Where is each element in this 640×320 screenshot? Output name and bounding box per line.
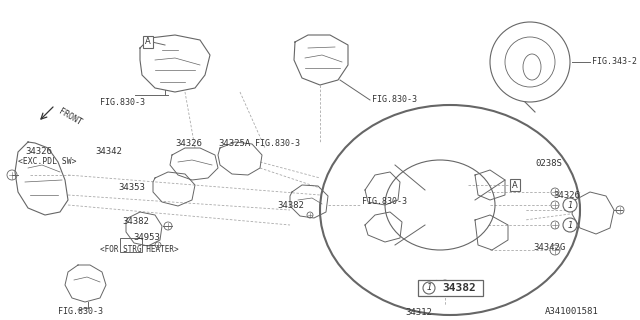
Text: 34326: 34326 [175, 139, 202, 148]
Text: 34342G: 34342G [533, 243, 565, 252]
Text: FIG.830-3: FIG.830-3 [100, 98, 145, 107]
Text: A: A [145, 37, 151, 46]
Circle shape [563, 218, 577, 232]
Text: 1: 1 [426, 284, 432, 292]
Text: 34342: 34342 [95, 148, 122, 156]
Text: 34382: 34382 [122, 218, 149, 227]
Text: FIG.830-3: FIG.830-3 [372, 95, 417, 105]
Text: 34953: 34953 [133, 233, 160, 242]
Text: <FOR STRG HEATER>: <FOR STRG HEATER> [100, 245, 179, 254]
Circle shape [423, 282, 435, 294]
FancyBboxPatch shape [418, 280, 483, 296]
Text: FIG.830-3: FIG.830-3 [58, 308, 103, 316]
Text: 34326: 34326 [553, 190, 580, 199]
Text: FIG.830-3: FIG.830-3 [362, 197, 407, 206]
Text: A341001581: A341001581 [545, 308, 599, 316]
Text: <EXC.PDL SW>: <EXC.PDL SW> [18, 157, 77, 166]
Text: 34326: 34326 [25, 148, 52, 156]
Text: 34312: 34312 [405, 308, 432, 317]
Circle shape [563, 198, 577, 212]
Text: 34382: 34382 [442, 283, 476, 293]
Text: 0238S: 0238S [535, 158, 562, 167]
Text: FIG.830-3: FIG.830-3 [255, 139, 300, 148]
Text: FRONT: FRONT [57, 107, 83, 127]
Text: 1: 1 [567, 220, 573, 229]
Text: FIG.343-2: FIG.343-2 [592, 58, 637, 67]
Text: 34353: 34353 [118, 183, 145, 193]
Text: A: A [512, 180, 518, 189]
Text: 34382: 34382 [277, 201, 304, 210]
Text: 1: 1 [567, 201, 573, 210]
Text: 34325A: 34325A [218, 139, 250, 148]
